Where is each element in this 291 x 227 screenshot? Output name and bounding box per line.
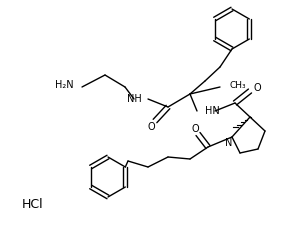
Text: O: O [254, 83, 262, 93]
Text: N: N [225, 137, 233, 147]
Text: O: O [191, 123, 199, 133]
Text: HN: HN [205, 106, 220, 116]
Text: H₂N: H₂N [55, 80, 74, 90]
Text: NH: NH [127, 94, 142, 104]
Text: HCl: HCl [22, 198, 44, 211]
Text: O: O [147, 121, 155, 131]
Text: CH₃: CH₃ [230, 81, 247, 90]
